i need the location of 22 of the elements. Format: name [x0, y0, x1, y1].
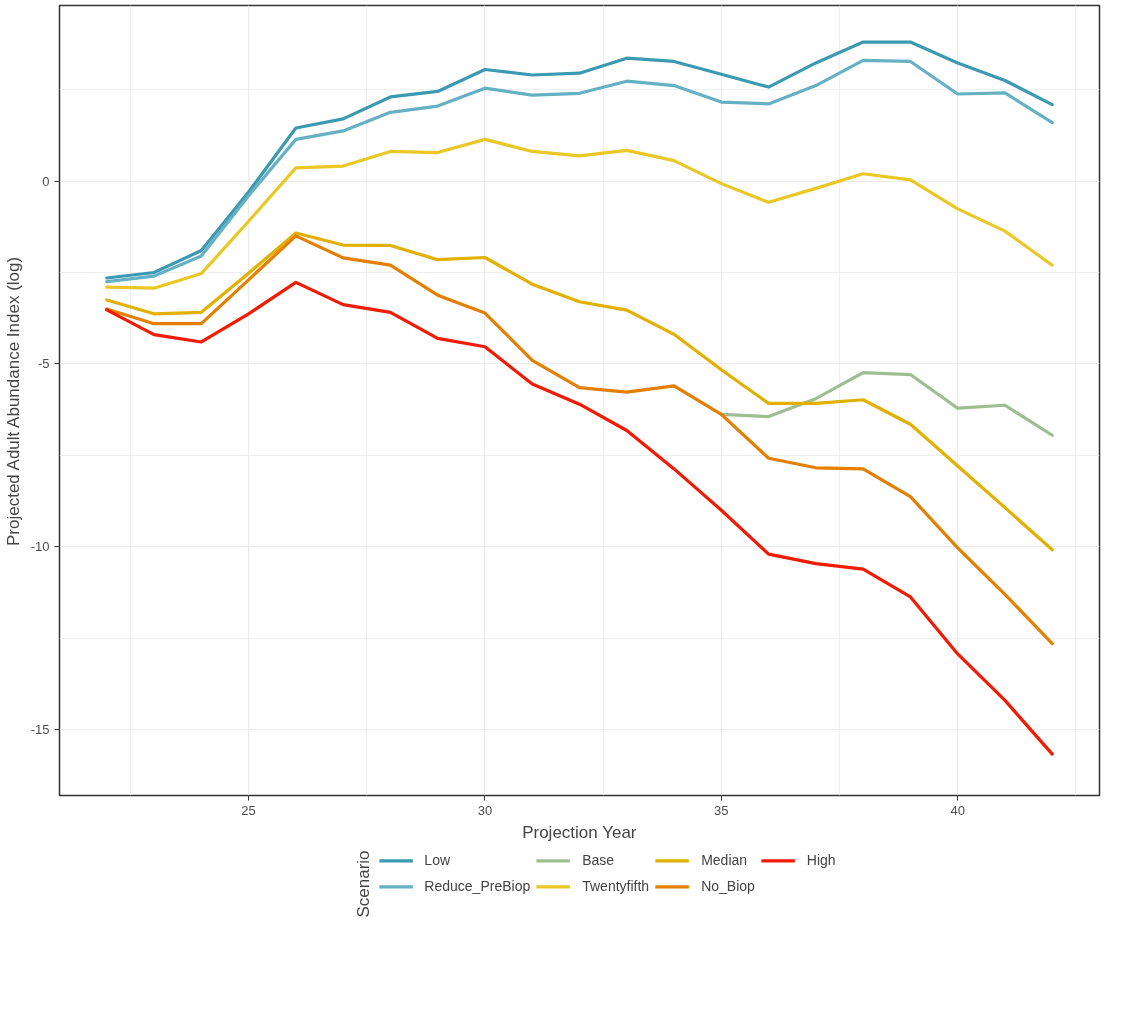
- legend-label: Reduce_PreBiop: [424, 878, 531, 895]
- line-series: [105, 234, 1054, 646]
- y-tick-label: -15: [30, 722, 50, 738]
- x-axis-title: Projection Year: [522, 822, 637, 842]
- x-tick-label: 40: [950, 802, 965, 818]
- x-tick-label: 25: [241, 802, 256, 818]
- legend-label: Low: [424, 852, 451, 869]
- line-series: [105, 280, 1054, 756]
- y-tick-label: -5: [37, 356, 50, 372]
- legend-label: Twentyfifth: [582, 878, 650, 895]
- y-axis-title: Projected Adult Abundance Index (log): [3, 256, 23, 547]
- x-tick-label: 35: [714, 802, 729, 818]
- legend-label: No_Biop: [701, 878, 755, 895]
- line-series: [105, 231, 1054, 552]
- y-tick-label: -10: [30, 539, 50, 555]
- legend-label: High: [806, 852, 836, 869]
- legend-title: Scenario: [353, 850, 374, 918]
- legend-label: Base: [582, 852, 615, 869]
- y-tick-label: 0: [42, 173, 50, 189]
- legend-label: Median: [701, 852, 748, 869]
- line-series: [105, 137, 1054, 290]
- x-tick-label: 30: [477, 802, 493, 818]
